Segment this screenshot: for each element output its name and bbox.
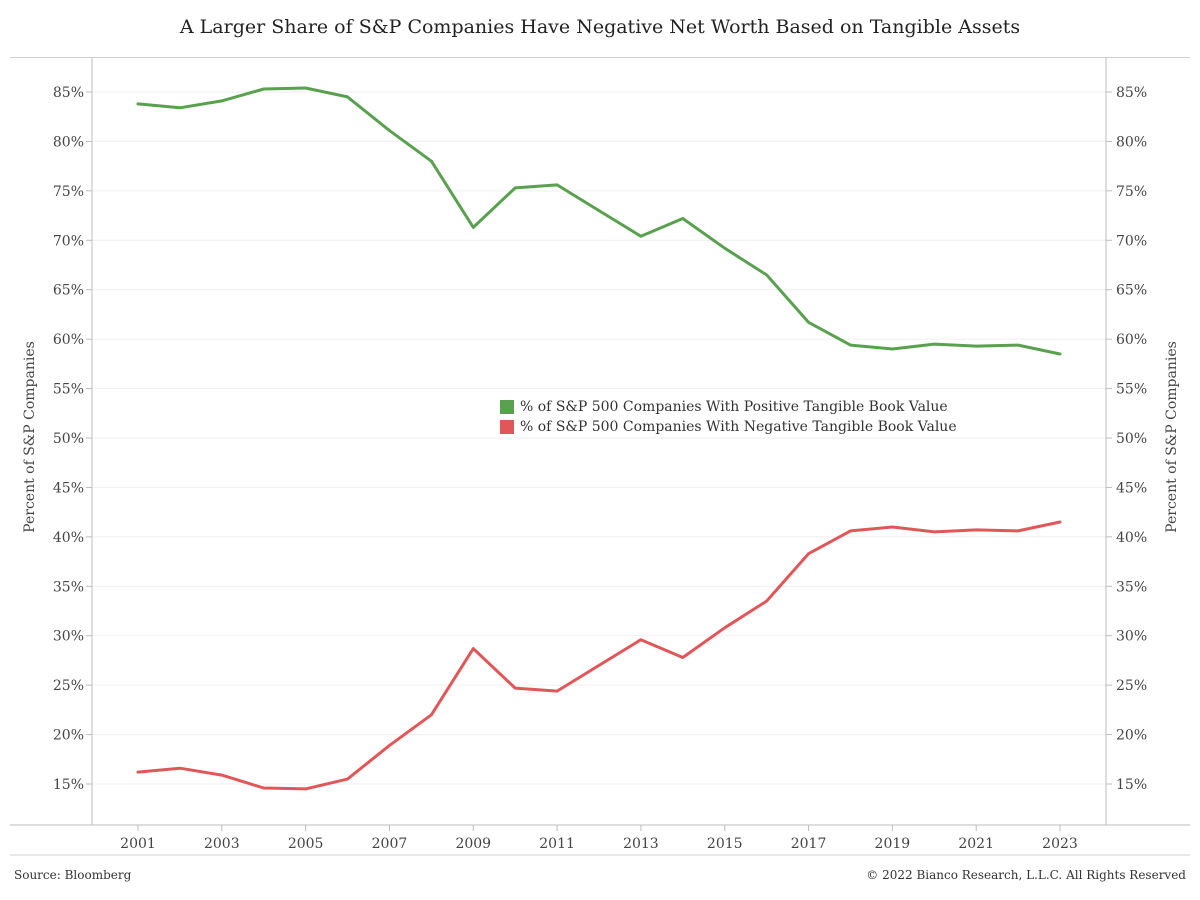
y-tick-label-right: 85% (1116, 85, 1147, 101)
copyright-note: © 2022 Bianco Research, L.L.C. All Right… (866, 868, 1186, 882)
x-tick-label: 2009 (455, 836, 491, 852)
y-tick-label-right: 30% (1116, 629, 1147, 645)
y-tick-label-right: 65% (1116, 283, 1147, 299)
y-tick-label-left: 50% (53, 431, 84, 447)
y-tick-label-left: 85% (53, 85, 84, 101)
legend-label-negative: % of S&P 500 Companies With Negative Tan… (520, 419, 957, 435)
y-tick-label-right: 70% (1116, 233, 1147, 249)
x-tick-label: 2005 (288, 836, 324, 852)
series-line-negative[interactable] (136, 520, 1062, 791)
y-tick-label-left: 70% (53, 233, 84, 249)
legend-swatch-negative (500, 420, 514, 434)
series-line-positive[interactable] (136, 86, 1062, 356)
y-tick-label-right: 50% (1116, 431, 1147, 447)
y-axis-title-left: Percent of S&P Companies (22, 341, 38, 533)
y-tick-label-right: 20% (1116, 728, 1147, 744)
y-axis-title-right: Percent of S&P Companies (1164, 341, 1180, 533)
legend: % of S&P 500 Companies With Positive Tan… (500, 397, 957, 437)
y-tick-label-right: 80% (1116, 134, 1147, 150)
y-tick-label-right: 45% (1116, 480, 1147, 496)
y-tick-label-left: 30% (53, 629, 84, 645)
y-tick-labels-right: 15% 20% 25% 30% 35% 40% 45% 50% 55% 60% 65% 70% 75% 8… (1116, 85, 1147, 793)
y-tick-label-right: 25% (1116, 678, 1147, 694)
x-tick-label: 2021 (958, 836, 994, 852)
legend-label-positive: % of S&P 500 Companies With Positive Tan… (520, 399, 948, 415)
x-tick-label: 2007 (372, 836, 408, 852)
x-tick-label: 2023 (1042, 836, 1078, 852)
y-tick-label-left: 25% (53, 678, 84, 694)
title-divider (10, 57, 1190, 58)
gridlines (92, 91, 1106, 785)
y-tick-labels-left: 15% 20% 25% 30% 35% 40% 45% 50% 55% 60% 65% 70% 75% 8… (53, 85, 84, 793)
x-tick-labels: 2001 2003 2005 2007 2009 2011 2013 2015 2017 2019… (120, 836, 1078, 852)
y-tick-label-left: 60% (53, 332, 84, 348)
source-note: Source: Bloomberg (14, 868, 132, 882)
y-tick-label-left: 75% (53, 184, 84, 200)
y-tick-label-left: 40% (53, 530, 84, 546)
y-tick-label-left: 55% (53, 382, 84, 398)
legend-item-negative[interactable]: % of S&P 500 Companies With Negative Tan… (500, 417, 957, 437)
y-tick-label-right: 35% (1116, 579, 1147, 595)
x-tick-label: 2019 (875, 836, 911, 852)
series-lines (136, 86, 1062, 791)
y-tick-label-left: 20% (53, 728, 84, 744)
legend-swatch-positive (500, 400, 514, 414)
x-tick-label: 2001 (120, 836, 156, 852)
y-tick-label-right: 55% (1116, 382, 1147, 398)
y-tick-label-right: 15% (1116, 777, 1147, 793)
x-tick-label: 2015 (707, 836, 743, 852)
y-tick-label-left: 45% (53, 480, 84, 496)
y-tick-label-right: 75% (1116, 184, 1147, 200)
x-tick-label: 2017 (791, 836, 827, 852)
x-tick-label: 2003 (204, 836, 240, 852)
x-tick-label: 2011 (539, 836, 575, 852)
axes (10, 58, 1190, 856)
y-tick-label-left: 80% (53, 134, 84, 150)
x-tick-label: 2013 (623, 836, 659, 852)
y-tick-label-left: 65% (53, 283, 84, 299)
y-tick-label-left: 15% (53, 777, 84, 793)
legend-item-positive[interactable]: % of S&P 500 Companies With Positive Tan… (500, 397, 957, 417)
y-tick-label-left: 35% (53, 579, 84, 595)
chart-title: A Larger Share of S&P Companies Have Neg… (179, 16, 1021, 38)
y-tick-label-right: 40% (1116, 530, 1147, 546)
y-tick-label-right: 60% (1116, 332, 1147, 348)
